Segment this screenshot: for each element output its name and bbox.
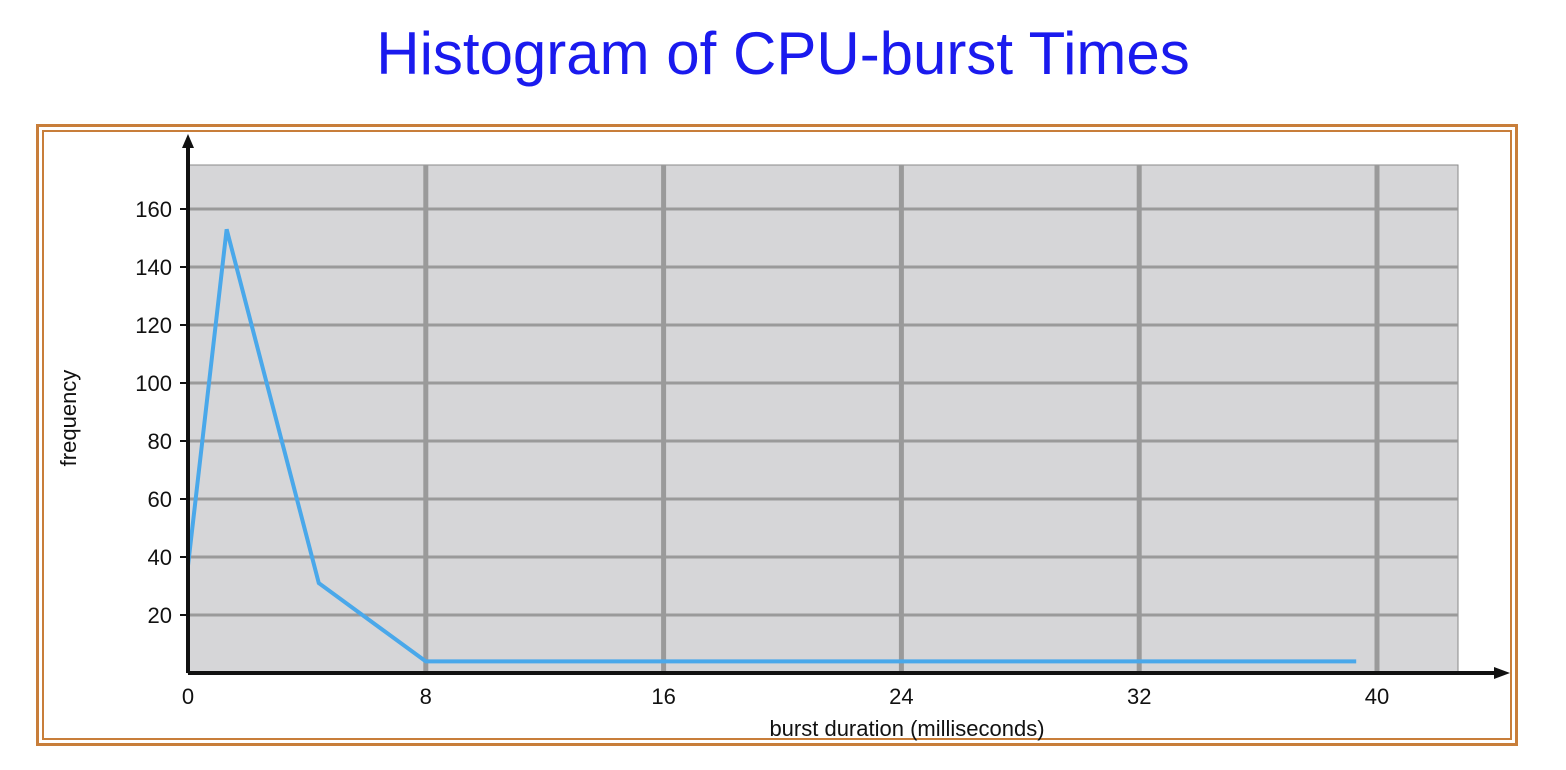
axes xyxy=(180,134,1510,679)
x-tick-label: 24 xyxy=(889,684,913,709)
chart-frame-outer xyxy=(36,124,1518,746)
chart-title: Histogram of CPU-burst Times xyxy=(376,20,1190,87)
y-tick-label: 120 xyxy=(135,313,172,338)
y-tick-label: 140 xyxy=(135,255,172,280)
tick-labels: 20 40 60 80 100 120 140 160 0 8 16 24 32 40 xyxy=(135,197,1389,709)
x-tick-label: 0 xyxy=(182,684,194,709)
y-tick-label: 160 xyxy=(135,197,172,222)
x-axis-label: burst duration (milliseconds) xyxy=(769,716,1044,741)
x-axis-arrow-icon xyxy=(1494,667,1510,679)
x-tick-label: 8 xyxy=(420,684,432,709)
y-tick-label: 20 xyxy=(148,603,172,628)
x-tick-label: 32 xyxy=(1127,684,1151,709)
y-axis-arrow-icon xyxy=(182,134,194,148)
plot-background xyxy=(187,164,1459,674)
chart-frame-inner xyxy=(42,130,1512,740)
y-tick-label: 60 xyxy=(148,487,172,512)
grid xyxy=(188,165,1458,673)
plot-area xyxy=(187,164,1459,674)
x-tick-label: 16 xyxy=(651,684,675,709)
y-tick-label: 80 xyxy=(148,429,172,454)
y-tick-label: 40 xyxy=(148,545,172,570)
y-axis-label: frequency xyxy=(56,370,81,467)
y-tick-label: 100 xyxy=(135,371,172,396)
x-tick-label: 40 xyxy=(1365,684,1389,709)
